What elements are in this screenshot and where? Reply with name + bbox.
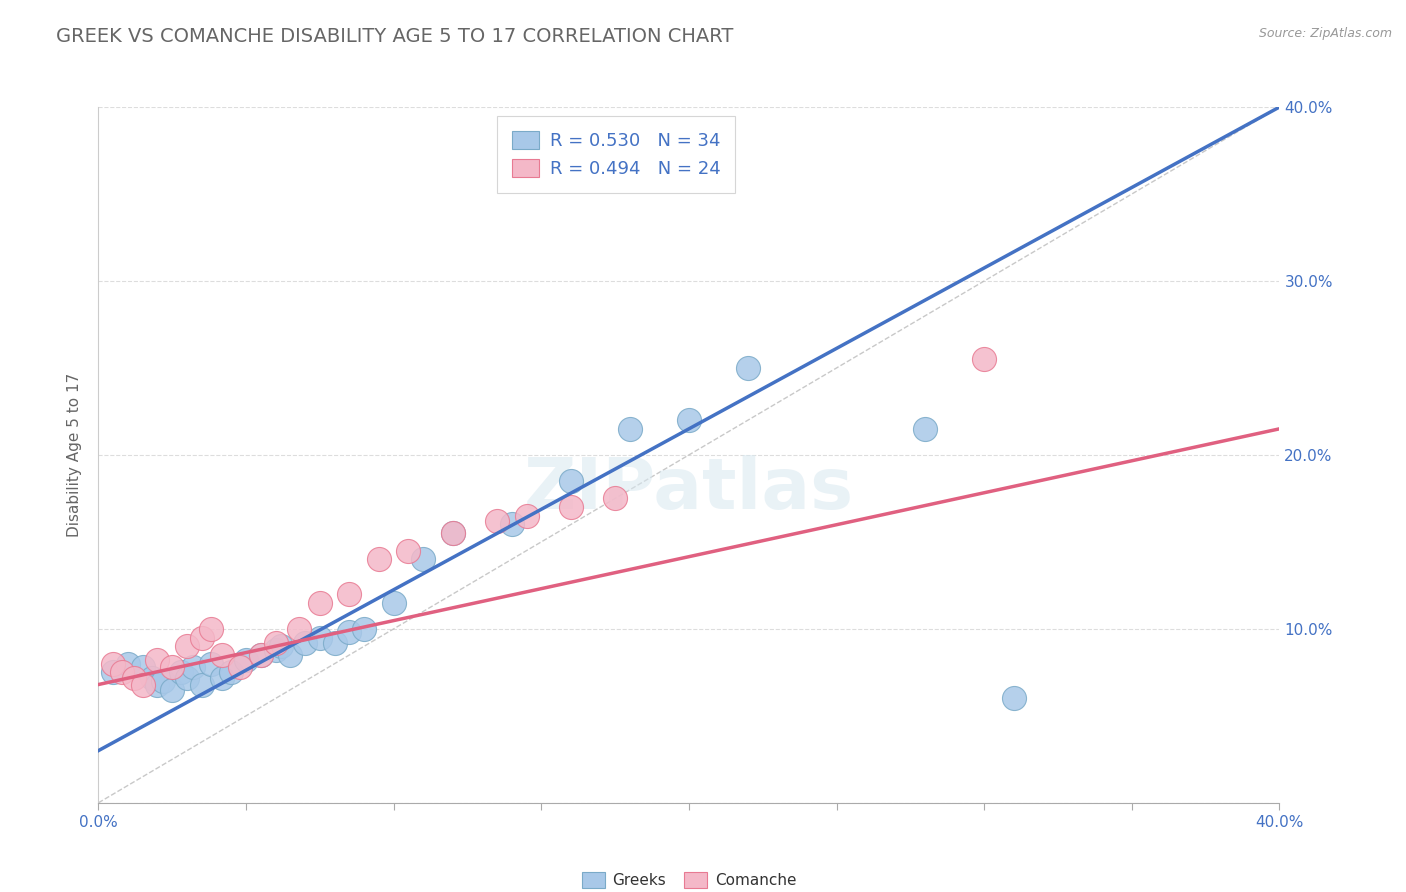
Point [441,526,464,541]
Point [219,665,242,680]
Point [396,543,419,558]
Point [737,360,759,375]
Point [288,622,311,636]
Point [605,491,627,506]
Point [181,660,204,674]
Y-axis label: Disability Age 5 to 17: Disability Age 5 to 17 [67,373,83,537]
Point [132,660,155,674]
Point [560,500,582,514]
Point [270,639,292,653]
Point [235,653,257,667]
Point [200,622,222,636]
Point [176,639,198,653]
Text: Source: ZipAtlas.com: Source: ZipAtlas.com [1258,27,1392,40]
Point [250,648,273,662]
Point [264,642,287,657]
Point [200,657,222,671]
Point [294,636,316,650]
Point [103,665,125,680]
Point [1002,691,1025,706]
Point [117,657,139,671]
Point [486,514,509,528]
Point [146,653,169,667]
Text: GREEK VS COMANCHE DISABILITY AGE 5 TO 17 CORRELATION CHART: GREEK VS COMANCHE DISABILITY AGE 5 TO 17… [56,27,734,45]
Point [170,665,193,680]
Point [191,631,214,645]
Point [339,587,360,601]
Legend: Greeks, Comanche: Greeks, Comanche [575,866,803,892]
Point [176,671,198,685]
Point [191,677,214,691]
Point [278,648,302,662]
Point [501,517,523,532]
Point [309,596,332,610]
Point [162,682,183,697]
Point [132,677,155,691]
Point [122,671,145,685]
Point [382,596,405,610]
Text: ZIPatlas: ZIPatlas [524,455,853,524]
Point [560,474,582,488]
Point [229,660,252,674]
Point [146,677,169,691]
Point [162,660,183,674]
Point [141,671,163,685]
Point [152,674,174,689]
Point [441,526,464,541]
Point [914,422,936,436]
Point [515,508,537,523]
Point [339,625,360,640]
Point [619,422,641,436]
Point [368,552,391,566]
Point [973,352,995,367]
Point [353,622,375,636]
Point [412,552,434,566]
Point [211,648,233,662]
Point [103,657,125,671]
Point [309,631,332,645]
Point [250,648,273,662]
Point [264,636,287,650]
Point [323,636,346,650]
Point [111,665,134,680]
Point [678,413,700,427]
Point [211,671,233,685]
